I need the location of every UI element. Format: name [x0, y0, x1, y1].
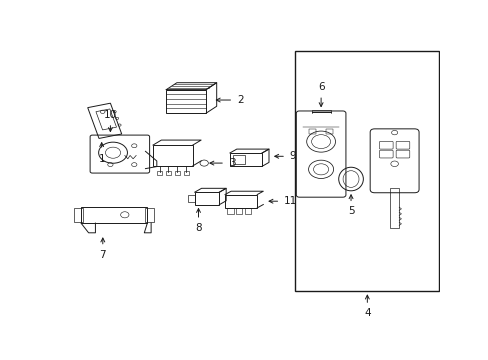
Bar	[157, 171, 162, 175]
Bar	[309, 129, 316, 134]
Text: 3: 3	[228, 158, 235, 168]
Text: 1: 1	[98, 153, 105, 163]
Bar	[295, 51, 438, 291]
Bar	[232, 155, 244, 164]
Text: 11: 11	[284, 196, 297, 206]
Bar	[325, 129, 332, 134]
Bar	[194, 192, 219, 205]
Text: 4: 4	[363, 309, 370, 319]
Bar	[227, 208, 233, 214]
Bar	[236, 208, 242, 214]
Bar	[145, 208, 153, 222]
Bar	[244, 208, 250, 214]
Bar	[187, 195, 194, 202]
Text: 2: 2	[237, 95, 243, 105]
Text: 9: 9	[289, 151, 296, 161]
Bar	[74, 208, 82, 222]
Text: 7: 7	[99, 250, 106, 260]
Bar	[165, 171, 171, 175]
Bar	[81, 207, 147, 223]
Bar	[389, 188, 398, 228]
Text: 5: 5	[347, 206, 354, 216]
Text: 8: 8	[195, 223, 202, 233]
Text: 6: 6	[317, 82, 324, 93]
Bar	[224, 194, 257, 208]
Bar	[183, 171, 188, 175]
Bar	[229, 153, 262, 166]
Bar	[153, 145, 192, 166]
Bar	[175, 171, 180, 175]
Bar	[166, 90, 205, 113]
Text: 10: 10	[103, 110, 117, 120]
